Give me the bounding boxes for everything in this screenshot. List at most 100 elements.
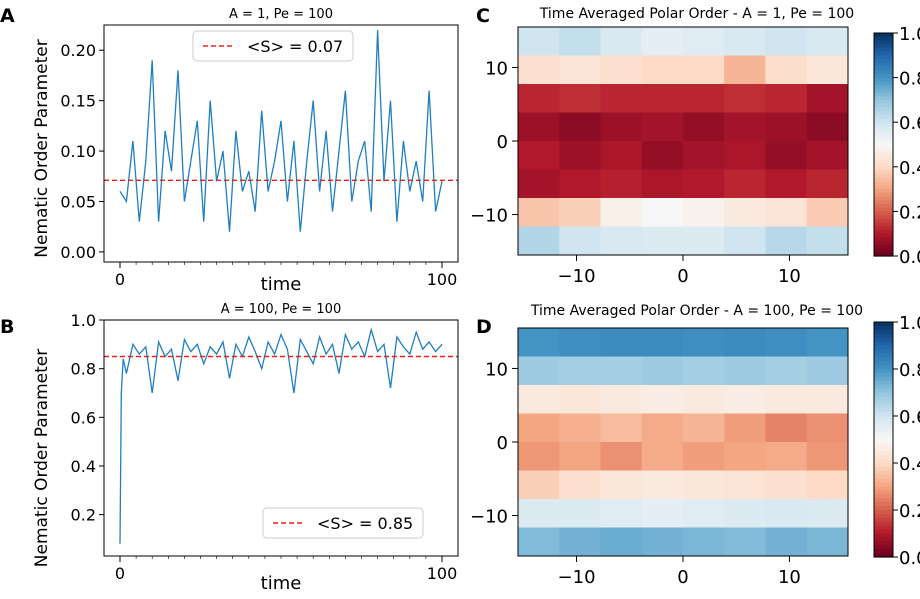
- colorbar-step: [874, 211, 893, 216]
- colorbar-step: [874, 166, 893, 172]
- heatmap-cell: [765, 112, 808, 142]
- legend-label: <S> = 0.85: [317, 514, 413, 533]
- colorbar-tick-label: 0.4: [899, 158, 920, 179]
- x-axis-label: time: [261, 573, 302, 594]
- colorbar-step: [874, 203, 893, 209]
- x-tick-label: 0: [677, 567, 688, 588]
- colorbar-step: [874, 529, 893, 535]
- heatmap-cell: [806, 112, 849, 142]
- heatmap-cell: [518, 84, 560, 113]
- heatmap-cell: [600, 442, 643, 471]
- heatmap-cell: [724, 198, 766, 227]
- colorbar-step: [874, 490, 893, 495]
- colorbar-step: [874, 129, 893, 134]
- legend: <S> = 0.07: [192, 30, 354, 62]
- colorbar-tick-label: 1.0: [899, 24, 920, 45]
- colorbar-step: [874, 218, 893, 224]
- y-tick-label: 1.0: [71, 311, 96, 330]
- heatmap-cell: [559, 112, 601, 142]
- heatmap-cell: [518, 470, 560, 500]
- heatmap-cell: [765, 27, 808, 56]
- colorbar-step: [874, 55, 893, 60]
- colorbar-step: [874, 163, 893, 168]
- heatmap-cell: [683, 226, 725, 256]
- heatmap-cell: [683, 356, 725, 386]
- colorbar-step: [874, 66, 893, 71]
- heatmap-cell: [765, 226, 808, 256]
- heatmap-cell: [806, 141, 849, 170]
- x-tick-label: 100: [427, 564, 458, 583]
- heatmap-cell: [600, 112, 643, 142]
- colorbar-step: [874, 125, 893, 131]
- colorbar-step: [874, 140, 893, 146]
- colorbar-step: [874, 388, 893, 394]
- heatmap-cell: [641, 356, 684, 386]
- heatmap-cell: [765, 442, 808, 471]
- colorbar-step: [874, 345, 893, 351]
- heatmap-cell: [518, 169, 560, 199]
- x-tick-label: −10: [558, 266, 596, 287]
- colorbar-step: [874, 325, 893, 331]
- colorbar-step: [874, 400, 893, 405]
- colorbar-step: [874, 36, 893, 42]
- heatmap-cell: [641, 198, 684, 227]
- colorbar-step: [874, 365, 893, 370]
- colorbar-step: [874, 329, 893, 335]
- colorbar-step: [874, 237, 893, 242]
- heatmap-cell: [724, 328, 766, 357]
- colorbar-step: [874, 369, 893, 374]
- colorbar-step: [874, 222, 893, 227]
- y-tick-label: 0.8: [71, 360, 96, 379]
- heatmap-cell: [518, 527, 560, 557]
- colorbar-step: [874, 73, 893, 79]
- heatmap-cell: [724, 499, 766, 528]
- heatmap-cell: [518, 413, 560, 443]
- colorbar-step: [874, 77, 893, 82]
- heatmap-cell: [641, 470, 684, 500]
- x-tick-label: 10: [778, 567, 801, 588]
- heatmap-cell: [600, 470, 643, 500]
- heatmap-cell: [559, 442, 601, 471]
- heatmap-cell: [600, 328, 643, 357]
- colorbar-step: [874, 133, 893, 138]
- heatmap-cell: [600, 413, 643, 443]
- colorbar-tick-label: 0.8: [899, 360, 920, 381]
- heatmap-cell: [765, 55, 808, 85]
- heatmap-cell: [559, 55, 601, 85]
- heatmap-cell: [765, 198, 808, 227]
- legend: <S> = 0.85: [262, 507, 424, 539]
- heatmap-panel-d: Time Averaged Polar Order - A = 100, Pe …: [470, 303, 920, 588]
- heatmap-cell: [683, 442, 725, 471]
- heatmap-cell: [641, 55, 684, 85]
- colorbar-step: [874, 549, 893, 554]
- heatmap-cell: [641, 499, 684, 528]
- heatmap-cell: [518, 442, 560, 471]
- heatmap-cell: [518, 112, 560, 142]
- y-tick-label: 0.6: [71, 408, 96, 427]
- colorbar-step: [874, 229, 893, 235]
- heatmap-cell: [765, 169, 808, 199]
- x-tick-label: 0: [677, 266, 688, 287]
- heatmap-cell: [765, 328, 808, 357]
- colorbar: 0.0 0.2 0.4 0.6 0.8 1.0: [873, 313, 920, 569]
- colorbar-step: [874, 506, 893, 511]
- heatmap-cell: [559, 226, 601, 256]
- colorbar-step: [874, 59, 893, 64]
- colorbar-step: [874, 443, 893, 448]
- heatmap-cell: [806, 198, 849, 227]
- colorbar-step: [874, 423, 893, 429]
- colorbar-step: [874, 525, 893, 531]
- x-tick-label: 100: [427, 270, 458, 289]
- colorbar-step: [874, 118, 893, 123]
- heatmap-cell: [518, 27, 560, 56]
- chart-panel-a: A = 1, Pe = 100 0.00 0.05 0.10 0.15 0.20 0 100 t…: [32, 7, 459, 295]
- panel-label-c: C: [476, 5, 490, 27]
- chart-title: A = 100, Pe = 100: [221, 302, 341, 317]
- y-tick-label: 0: [497, 433, 508, 454]
- heatmap-cell: [806, 470, 849, 500]
- x-tick-label: 0: [115, 564, 125, 583]
- colorbar-step: [874, 408, 893, 413]
- heatmap-cell: [600, 356, 643, 386]
- heatmap-cell: [559, 198, 601, 227]
- heatmap-cell: [683, 385, 725, 414]
